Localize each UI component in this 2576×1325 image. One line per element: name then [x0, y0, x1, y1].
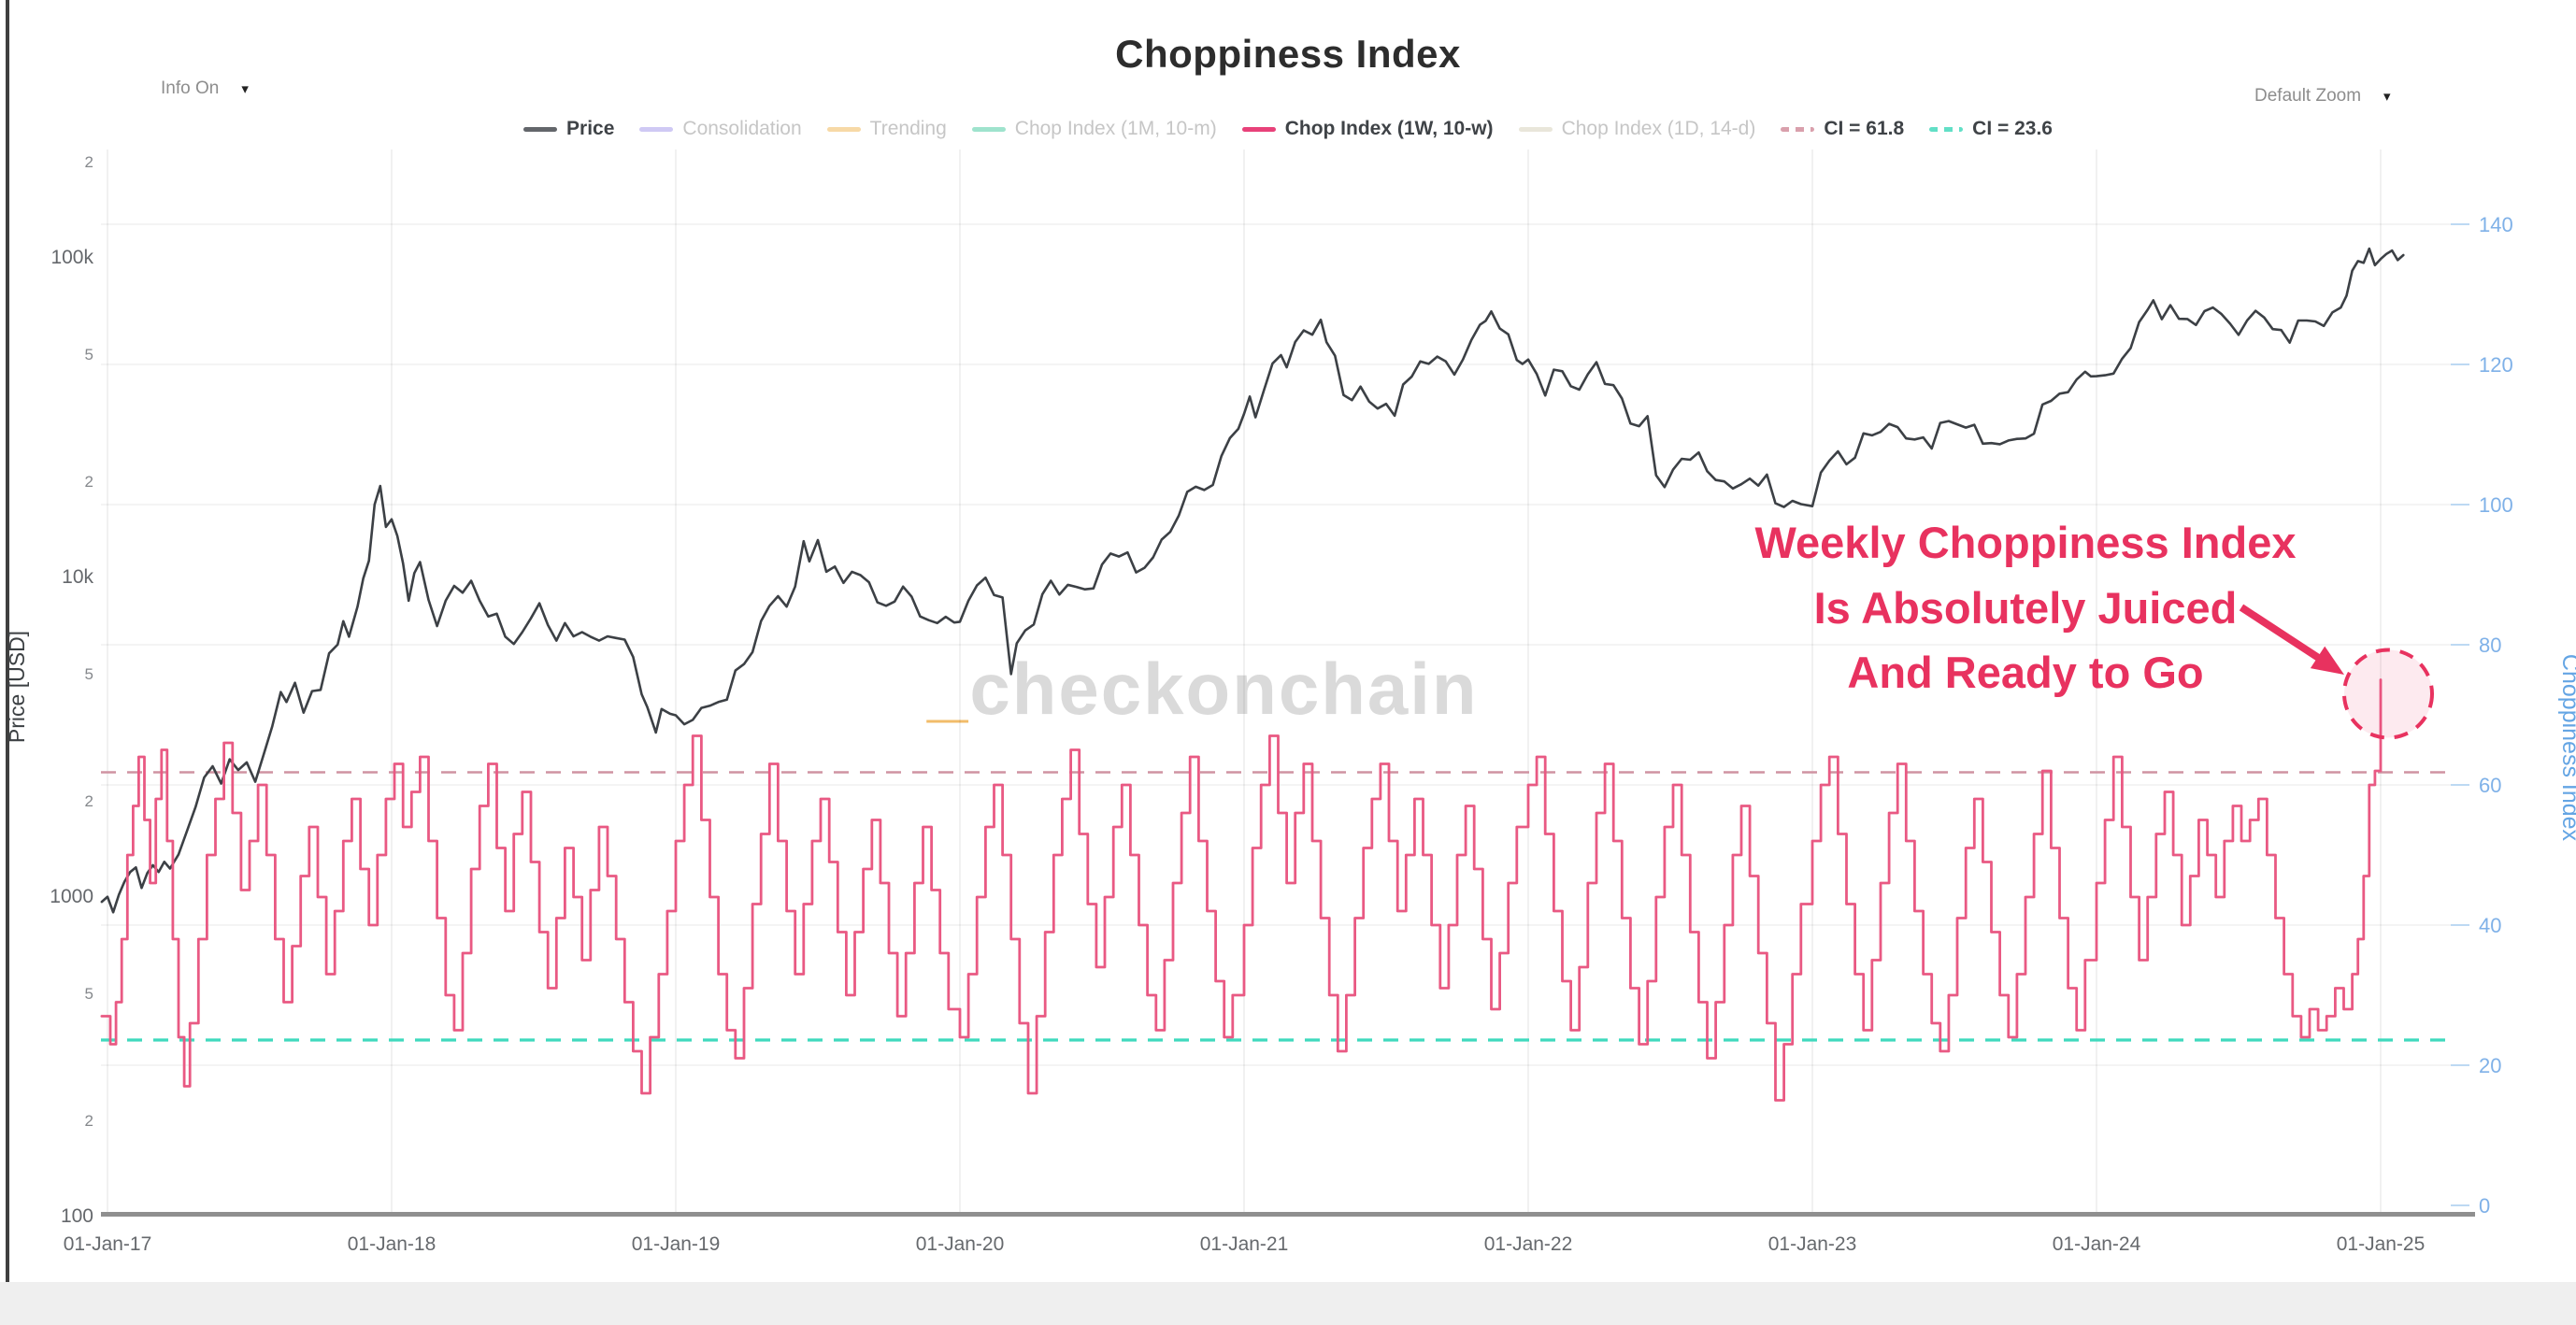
legend-item-price[interactable]: Price [523, 118, 614, 140]
legend-item-trending[interactable]: Trending [826, 118, 947, 140]
legend-label: CI = 23.6 [1972, 118, 2053, 139]
dashed-line-swatch-icon [1781, 126, 1815, 132]
annotation-arrowhead-icon [2310, 646, 2344, 675]
x-axis-tick-label: 01-Jan-17 [64, 1233, 152, 1255]
chevron-down-icon: ▾ [2383, 89, 2391, 105]
chart-legend: Price Consolidation Trending Chop Index (1M… [0, 118, 2576, 140]
x-axis-tick-label: 01-Jan-22 [1484, 1233, 1573, 1255]
x-axis-tick-label: 01-Jan-21 [1200, 1233, 1289, 1255]
legend-label: Price [566, 118, 615, 139]
right-axis-tick-label: 100 [2479, 493, 2513, 517]
legend-item-chop-index-1d-14-d[interactable]: Chop Index (1D, 14-d) [1518, 118, 1756, 140]
bottom-margin [0, 1282, 2576, 1325]
right-axis-tick-label: 120 [2479, 353, 2513, 377]
info-dropdown-label: Info On [161, 78, 220, 98]
right-axis-tick-label: 0 [2479, 1194, 2490, 1218]
line-swatch-icon [971, 126, 1006, 132]
x-axis-tick-label: 01-Jan-24 [2053, 1233, 2141, 1255]
right-axis-tick-label: 140 [2479, 213, 2513, 236]
window-edge-line [6, 0, 9, 1325]
info-dropdown[interactable]: Info On ▾ [161, 78, 249, 99]
left-axis-tick-label: 100 [61, 1205, 93, 1227]
line-swatch-icon [1518, 126, 1553, 132]
legend-label: CI = 61.8 [1824, 118, 1905, 139]
x-axis-tick-label: 01-Jan-20 [916, 1233, 1005, 1255]
left-axis-title: Price [USD] [5, 631, 29, 743]
left-axis-tick-label: 2 [85, 792, 93, 810]
x-axis-tick-label: 01-Jan-18 [348, 1233, 436, 1255]
legend-label: Consolidation [682, 118, 802, 139]
left-axis-tick-label: 2 [85, 153, 93, 171]
x-axis-tick-label: 01-Jan-23 [1768, 1233, 1857, 1255]
left-axis-tick-label: 10k [62, 566, 93, 588]
line-swatch-icon [826, 126, 861, 132]
line-swatch-icon [639, 126, 674, 132]
left-axis-tick-label: 5 [85, 985, 93, 1003]
watermark-text: checkonchain [969, 648, 1479, 730]
chart-title: Choppiness Index [1115, 32, 1461, 76]
annotation-line-1: Weekly Choppiness Index [1754, 518, 2297, 567]
legend-item-ci-61-8[interactable]: CI = 61.8 [1781, 118, 1904, 140]
left-axis-tick-label: 2 [85, 1112, 93, 1130]
legend-item-consolidation[interactable]: Consolidation [639, 118, 802, 140]
chop-index-line [100, 678, 2383, 1102]
right-axis-tick-label: 40 [2479, 914, 2501, 937]
line-swatch-icon [1241, 126, 1276, 132]
x-axis-tick-label: 01-Jan-19 [632, 1233, 721, 1255]
annotation-callout: Weekly Choppiness Index Is Absolutely Ju… [1656, 510, 2395, 705]
legend-item-ci-23-6[interactable]: CI = 23.6 [1929, 118, 2053, 140]
dashed-line-swatch-icon [1929, 126, 1964, 132]
chevron-down-icon: ▾ [241, 81, 249, 97]
legend-item-chop-index-1w-10-w[interactable]: Chop Index (1W, 10-w) [1241, 118, 1494, 140]
left-axis-tick-label: 1000 [50, 886, 93, 907]
right-axis-title: Choppiness Index [2557, 654, 2576, 842]
right-axis-tick-label: 80 [2479, 634, 2501, 657]
left-axis-tick-label: 100k [50, 247, 93, 268]
left-axis-tick-label: 5 [85, 665, 93, 683]
annotation-arrow [2239, 604, 2329, 667]
legend-label: Chop Index (1W, 10-w) [1284, 118, 1494, 139]
annotation-line-2: Is Absolutely Juiced [1813, 582, 2238, 633]
price-line [100, 247, 2405, 914]
line-swatch-icon [523, 126, 558, 132]
x-axis-line [101, 1212, 2475, 1217]
legend-label: Chop Index (1D, 14-d) [1561, 118, 1756, 139]
legend-label: Trending [869, 118, 947, 139]
annotation-line-3: And Ready to Go [1847, 648, 2204, 698]
x-axis-tick-label: 01-Jan-25 [2337, 1233, 2426, 1255]
zoom-dropdown-label: Default Zoom [2254, 86, 2362, 106]
highlight-circle [2342, 648, 2434, 740]
zoom-dropdown[interactable]: Default Zoom ▾ [2254, 86, 2391, 107]
watermark: _checkonchain [927, 647, 1479, 732]
right-axis-tick-label: 20 [2479, 1054, 2501, 1077]
right-axis-tick-label: 60 [2479, 774, 2501, 797]
legend-label: Chop Index (1M, 10-m) [1014, 118, 1217, 139]
left-axis-tick-label: 5 [85, 346, 93, 363]
legend-item-chop-index-1m-10-m[interactable]: Chop Index (1M, 10-m) [971, 118, 1217, 140]
watermark-underscore: _ [927, 648, 970, 730]
left-axis-tick-label: 2 [85, 473, 93, 491]
